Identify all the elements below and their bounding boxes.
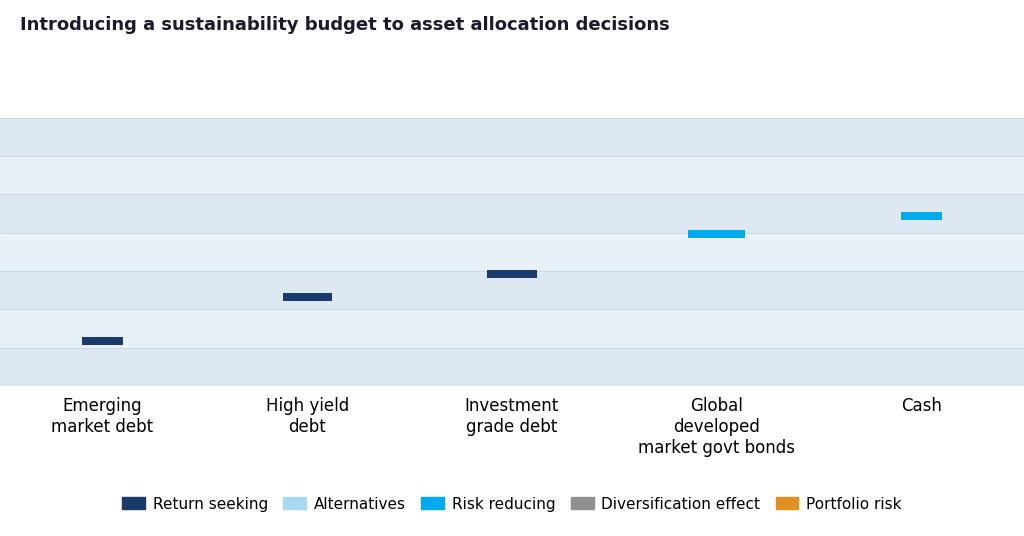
Bar bbox=[82, 337, 123, 345]
Bar bbox=[283, 293, 332, 301]
Bar bbox=[0, 195, 1024, 233]
Text: Introducing a sustainability budget to asset allocation decisions: Introducing a sustainability budget to a… bbox=[20, 16, 671, 34]
Legend: Return seeking, Alternatives, Risk reducing, Diversification effect, Portfolio r: Return seeking, Alternatives, Risk reduc… bbox=[117, 490, 907, 518]
Bar bbox=[0, 271, 1024, 309]
Bar bbox=[0, 309, 1024, 348]
Bar bbox=[0, 233, 1024, 271]
Bar bbox=[0, 118, 1024, 156]
Bar bbox=[0, 348, 1024, 386]
Bar bbox=[688, 230, 745, 238]
Bar bbox=[901, 212, 942, 220]
Bar bbox=[0, 156, 1024, 195]
Bar bbox=[487, 270, 537, 278]
